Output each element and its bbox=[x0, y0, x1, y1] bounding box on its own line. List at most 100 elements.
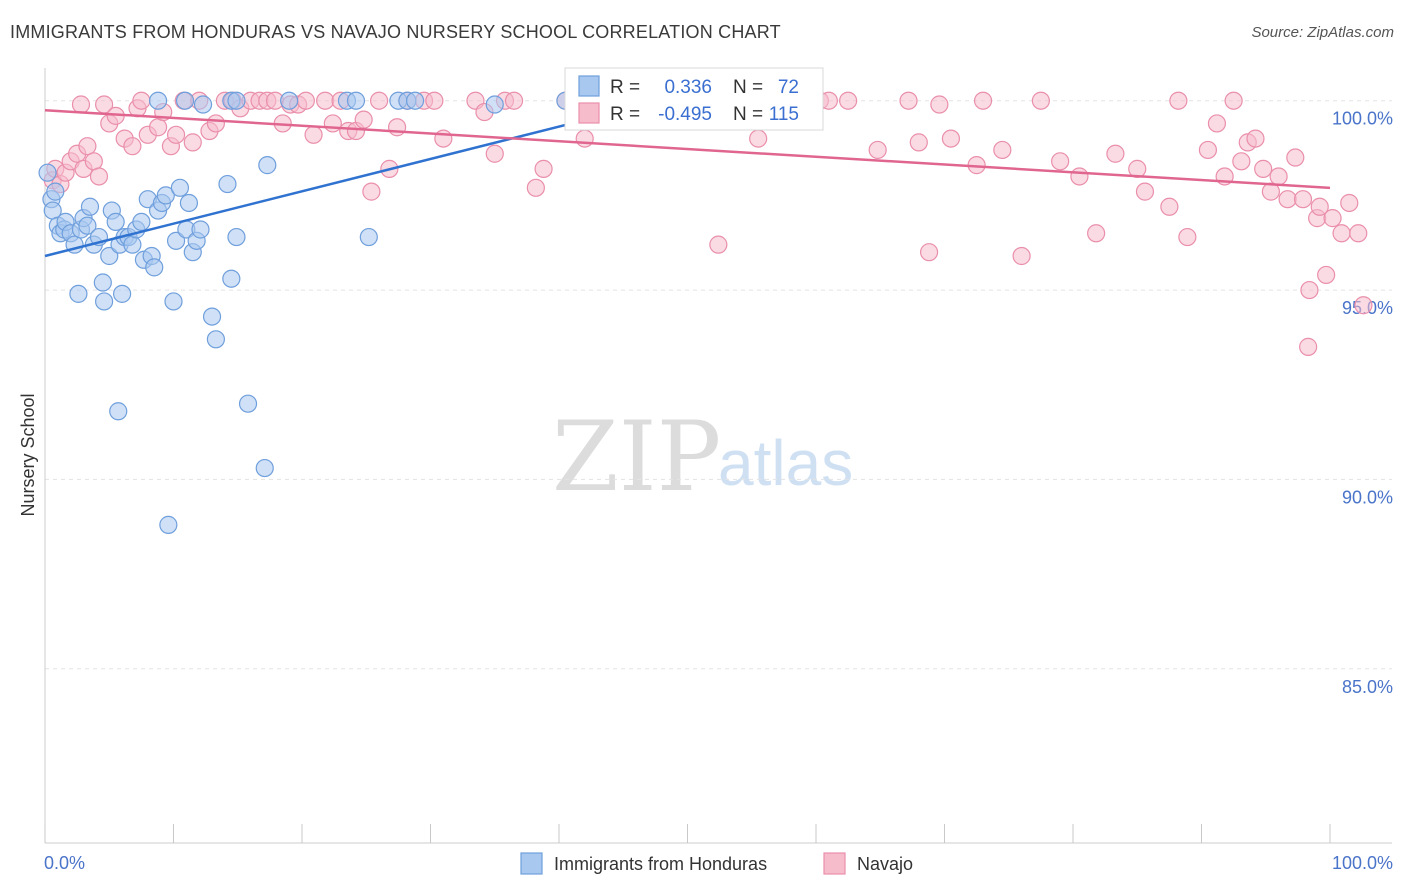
y-tick-labels: 100.0%95.0%90.0%85.0% bbox=[1332, 109, 1393, 697]
data-point bbox=[148, 118, 168, 137]
data-point bbox=[526, 178, 545, 197]
legend-label-honduras[interactable]: Immigrants from Honduras bbox=[554, 854, 767, 874]
data-point bbox=[78, 216, 97, 235]
data-point bbox=[46, 182, 65, 201]
data-point bbox=[1051, 152, 1070, 171]
data-point bbox=[164, 292, 183, 311]
data-point bbox=[575, 129, 594, 148]
data-point bbox=[148, 91, 168, 110]
data-point bbox=[1269, 167, 1288, 186]
data-point bbox=[1160, 197, 1179, 216]
data-point bbox=[93, 273, 112, 292]
data-point bbox=[1031, 91, 1050, 110]
data-point bbox=[919, 243, 939, 262]
data-point bbox=[206, 330, 226, 349]
data-point bbox=[354, 110, 373, 129]
data-point bbox=[425, 91, 444, 110]
data-point bbox=[534, 159, 553, 178]
trend-lines bbox=[44, 99, 1331, 258]
data-point bbox=[80, 197, 100, 216]
data-point bbox=[191, 220, 210, 239]
data-point bbox=[255, 458, 274, 478]
data-point bbox=[1087, 224, 1106, 243]
data-point bbox=[1323, 209, 1342, 228]
data-point bbox=[1135, 182, 1155, 201]
data-point bbox=[1246, 129, 1265, 148]
data-point bbox=[1224, 91, 1243, 110]
data-point bbox=[1300, 280, 1319, 300]
data-point bbox=[183, 133, 202, 152]
data-point bbox=[123, 137, 142, 156]
data-point bbox=[89, 167, 109, 186]
stats-swatch-pink bbox=[578, 102, 600, 124]
data-point bbox=[973, 91, 993, 110]
stats-r-label-blue: R = bbox=[610, 77, 640, 98]
honduras-points bbox=[38, 91, 671, 534]
data-point bbox=[1278, 190, 1297, 209]
data-point bbox=[218, 174, 237, 194]
stats-legend: R = 0.336 N = 72 R = -0.495 N = 115 bbox=[564, 67, 824, 131]
data-point bbox=[930, 95, 949, 114]
stats-n-label-pink: N = bbox=[733, 104, 763, 125]
data-point bbox=[434, 129, 453, 148]
x-tick-label-max: 100.0% bbox=[1332, 853, 1393, 873]
data-point bbox=[1332, 224, 1351, 243]
data-point bbox=[159, 515, 178, 534]
watermark-zip: ZIP bbox=[552, 401, 721, 513]
data-point bbox=[132, 212, 151, 232]
data-point bbox=[227, 227, 246, 247]
data-point bbox=[993, 140, 1012, 160]
data-point bbox=[909, 133, 928, 152]
axes bbox=[44, 68, 1392, 844]
data-point bbox=[868, 140, 887, 160]
data-point bbox=[1299, 337, 1318, 356]
chart-title: IMMIGRANTS FROM HONDURAS VS NAVAJO NURSE… bbox=[10, 22, 781, 42]
data-point bbox=[78, 137, 97, 156]
data-point bbox=[1178, 227, 1197, 247]
data-point bbox=[206, 114, 226, 133]
data-point bbox=[359, 227, 378, 247]
data-point bbox=[1106, 144, 1125, 163]
x-tick-label-min: 0.0% bbox=[44, 853, 85, 873]
data-point bbox=[1286, 148, 1305, 167]
data-point bbox=[709, 235, 728, 254]
data-point bbox=[71, 95, 91, 114]
source-label: Source: ZipAtlas.com bbox=[1251, 24, 1394, 41]
data-point bbox=[106, 212, 125, 232]
bottom-legend: Immigrants from Honduras Navajo bbox=[520, 852, 913, 875]
data-point bbox=[1317, 265, 1336, 285]
data-point bbox=[109, 402, 128, 421]
data-point bbox=[170, 178, 190, 197]
data-point bbox=[193, 95, 213, 114]
data-point bbox=[123, 235, 142, 254]
data-point bbox=[1293, 190, 1313, 209]
data-point bbox=[156, 186, 175, 205]
data-point bbox=[1254, 159, 1273, 178]
y-tick-label: 85.0% bbox=[1342, 677, 1393, 697]
data-point bbox=[1198, 140, 1218, 160]
data-point bbox=[112, 284, 132, 303]
data-point bbox=[280, 91, 299, 110]
data-point bbox=[1354, 296, 1373, 315]
data-point bbox=[1232, 152, 1251, 171]
data-point bbox=[238, 394, 258, 413]
data-point bbox=[749, 129, 768, 148]
stats-r-value-blue: 0.336 bbox=[664, 77, 712, 98]
data-point bbox=[1012, 246, 1031, 266]
y-tick-label: 100.0% bbox=[1332, 109, 1393, 129]
data-point bbox=[405, 91, 425, 110]
legend-swatch-navajo[interactable] bbox=[823, 852, 846, 875]
stats-n-value-pink: 115 bbox=[769, 104, 799, 125]
data-point bbox=[839, 91, 858, 110]
data-point bbox=[1070, 167, 1089, 186]
data-point bbox=[323, 114, 342, 133]
legend-swatch-honduras[interactable] bbox=[520, 852, 543, 875]
data-point bbox=[69, 284, 88, 303]
data-point bbox=[166, 231, 186, 250]
data-point bbox=[387, 118, 407, 137]
legend-label-navajo[interactable]: Navajo bbox=[857, 854, 913, 874]
data-point bbox=[100, 246, 119, 266]
data-point bbox=[84, 152, 103, 171]
data-point bbox=[346, 91, 366, 110]
